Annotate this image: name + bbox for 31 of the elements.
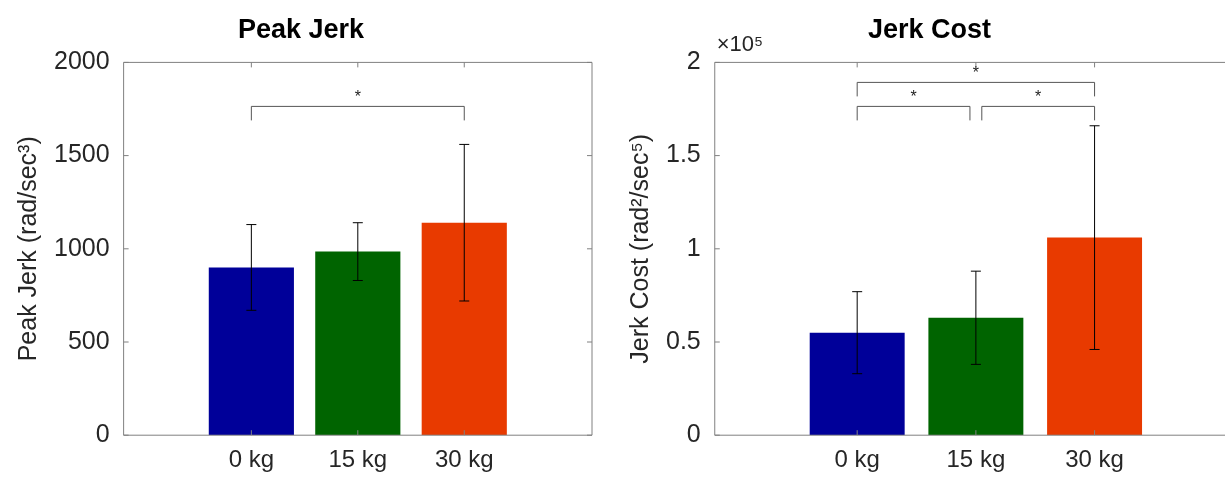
annotation: * (910, 87, 917, 105)
bar (208, 267, 294, 436)
bar (809, 332, 905, 436)
annotation: * (354, 87, 361, 105)
y-axis-title: Peak Jerk (rad/sec³) (12, 136, 41, 362)
x-tick-label: 30 kg (434, 445, 494, 473)
text: ×10⁵ (716, 31, 764, 57)
y-tick-label: 1500 (53, 139, 110, 168)
x-tick-label: 0 kg (834, 445, 880, 473)
x-tick-label: 0 kg (228, 445, 275, 473)
annotation: * (972, 63, 979, 81)
y-tick-label: 2 (686, 46, 701, 75)
chart-title: Jerk Cost (867, 13, 992, 44)
y-tick-label: 0 (95, 419, 110, 448)
bar (928, 317, 1024, 436)
y-tick-label: 1.5 (665, 139, 701, 168)
x-tick-label: 30 kg (1065, 445, 1124, 473)
x-tick-label: 15 kg (328, 445, 388, 473)
bar (1047, 237, 1143, 436)
bar (421, 222, 507, 436)
y-tick-label: 2000 (53, 46, 110, 75)
x-tick-label: 15 kg (946, 445, 1006, 473)
y-tick-label: 0.5 (665, 325, 701, 354)
y-tick-label: 500 (67, 325, 110, 354)
bar (315, 251, 401, 436)
chart-title: Peak Jerk (237, 13, 366, 44)
y-tick-label: 1000 (53, 232, 110, 261)
y-axis-title: Jerk Cost (rad²/sec⁵) (624, 133, 653, 364)
y-tick-label: 0 (686, 419, 701, 448)
annotation: * (1035, 87, 1042, 105)
y-tick-label: 1 (686, 232, 701, 261)
